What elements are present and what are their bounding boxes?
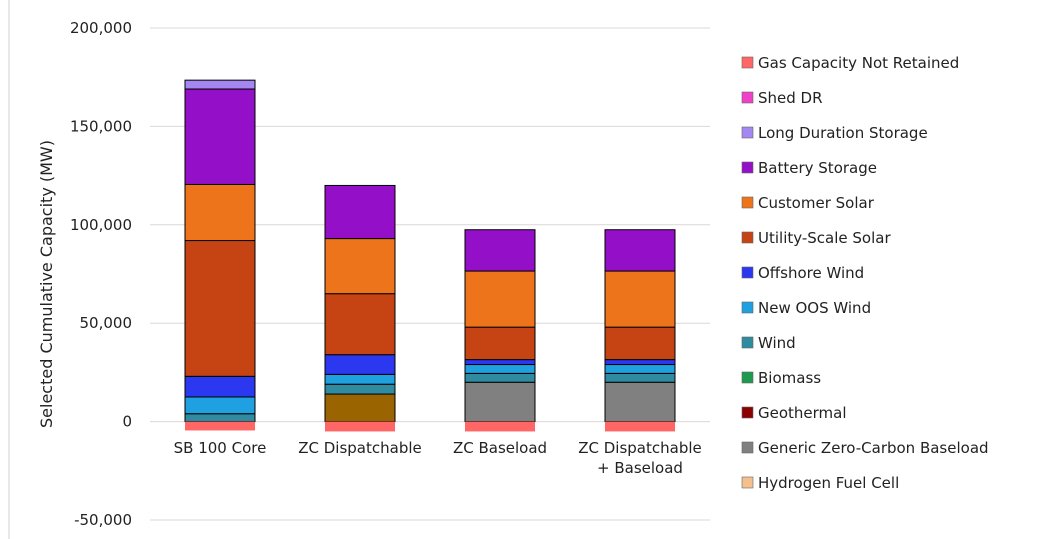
bar-segment-generic-zero-carbon-baseload bbox=[604, 381, 676, 423]
bar-segment-gas-capacity-not-retained bbox=[605, 421, 675, 432]
legend-swatch bbox=[741, 476, 754, 489]
bar-segment-wind bbox=[604, 372, 676, 383]
y-tick-label: 100,000 bbox=[70, 216, 132, 234]
bar-segment-long-duration-storage bbox=[184, 79, 256, 90]
y-tick-label: 50,000 bbox=[80, 314, 133, 332]
legend-label: Shed DR bbox=[758, 89, 823, 107]
bar-segment-new-oos-wind bbox=[604, 364, 676, 374]
legend-label: Customer Solar bbox=[758, 194, 875, 212]
y-tick-label: 0 bbox=[122, 413, 132, 431]
x-category-label: ZC Baseload bbox=[453, 439, 547, 457]
y-tick-labels: -50,000 0 50,000 100,000 150,000 200,000 bbox=[70, 19, 132, 529]
legend-label: Offshore Wind bbox=[758, 264, 864, 282]
legend-label: Generic Zero-Carbon Baseload bbox=[758, 439, 989, 457]
bar-segment-battery-storage bbox=[464, 229, 536, 272]
legend-label: New OOS Wind bbox=[758, 299, 871, 317]
bar-segment-customer-solar bbox=[184, 183, 256, 242]
bar-segment-gas-capacity-not-retained bbox=[325, 421, 395, 432]
bar-segment-offshore-wind bbox=[184, 375, 256, 398]
bar-segment-generic-zero-carbon-baseload bbox=[464, 381, 536, 423]
legend-label: Geothermal bbox=[758, 404, 847, 422]
bar-segment-customer-solar bbox=[464, 270, 536, 328]
legend-label: Utility-Scale Solar bbox=[758, 229, 891, 247]
y-tick-label: 200,000 bbox=[70, 19, 132, 37]
legend-swatch bbox=[741, 336, 754, 349]
bar-segment-new-oos-wind bbox=[464, 364, 536, 374]
legend-label: Hydrogen Fuel Cell bbox=[758, 474, 899, 492]
bar-segment-offshore-wind bbox=[324, 354, 396, 375]
bar-segment-new-oos-wind bbox=[324, 373, 396, 385]
bar-segment-customer-solar bbox=[604, 270, 676, 328]
bar-segment-wind bbox=[464, 372, 536, 383]
legend-swatch bbox=[741, 91, 754, 104]
legend-swatch bbox=[741, 56, 754, 69]
y-axis-label: Selected Cumulative Capacity (MW) bbox=[37, 140, 56, 428]
y-tick-label: -50,000 bbox=[74, 511, 132, 529]
y-tick-label: 150,000 bbox=[70, 117, 132, 135]
x-category-label: SB 100 Core bbox=[174, 439, 267, 457]
legend-label: Battery Storage bbox=[758, 159, 877, 177]
bar-segment-offshore-wind bbox=[464, 359, 536, 366]
legend-swatch bbox=[741, 266, 754, 279]
legend-swatch bbox=[741, 406, 754, 419]
legend: Gas Capacity Not Retained Shed DR Long Dur… bbox=[741, 54, 989, 492]
bar-segment-customer-solar bbox=[324, 238, 396, 295]
legend-label: Long Duration Storage bbox=[758, 124, 928, 142]
x-category-labels: SB 100 Core ZC Dispatchable ZC Baseload ZC … bbox=[174, 439, 702, 477]
bars bbox=[184, 79, 676, 432]
bar-segment-utility-scale-solar bbox=[324, 293, 396, 356]
legend-swatch bbox=[741, 301, 754, 314]
legend-swatch bbox=[741, 231, 754, 244]
legend-swatch bbox=[741, 441, 754, 454]
legend-swatch bbox=[741, 126, 754, 139]
legend-label: Gas Capacity Not Retained bbox=[758, 54, 959, 72]
bar-segment-battery-storage bbox=[184, 88, 256, 185]
bar-segment-battery-storage bbox=[604, 229, 676, 272]
bar-segment-wind bbox=[324, 383, 396, 395]
legend-label: Biomass bbox=[758, 369, 821, 387]
bar-segment-battery-storage bbox=[324, 184, 396, 240]
bar-segment-utility-scale-solar bbox=[604, 326, 676, 361]
x-category-label: + Baseload bbox=[597, 459, 683, 477]
bar-segment bbox=[324, 393, 396, 423]
bar-segment-gas-capacity-not-retained bbox=[185, 421, 255, 431]
legend-swatch bbox=[741, 161, 754, 174]
legend-swatch bbox=[741, 371, 754, 384]
x-category-label: ZC Dispatchable bbox=[578, 439, 702, 457]
bar-segment-utility-scale-solar bbox=[184, 240, 256, 377]
legend-swatch bbox=[741, 196, 754, 209]
bar-segment-utility-scale-solar bbox=[464, 326, 536, 361]
legend-label: Wind bbox=[758, 334, 796, 352]
bar-segment-offshore-wind bbox=[604, 359, 676, 366]
bar-segment-wind bbox=[184, 413, 256, 423]
bar-segment-new-oos-wind bbox=[184, 396, 256, 415]
bar-segment-gas-capacity-not-retained bbox=[465, 421, 535, 432]
x-category-label: ZC Dispatchable bbox=[298, 439, 422, 457]
